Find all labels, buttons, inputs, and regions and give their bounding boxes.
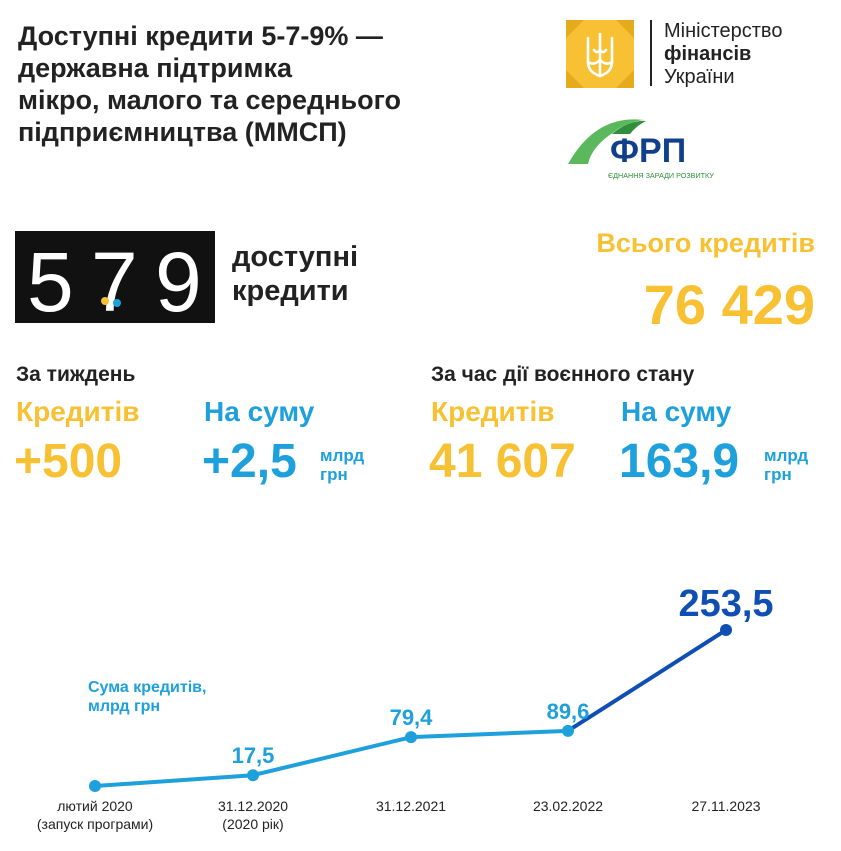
badge-dot-yellow bbox=[101, 297, 109, 305]
weekly-sum-unit: млрд грн bbox=[320, 446, 364, 484]
chart-point bbox=[405, 731, 417, 744]
wartime-sum-unit: млрд грн bbox=[764, 446, 808, 484]
chart-ylabel-line-2: млрд грн bbox=[88, 698, 160, 715]
badge-digit-5: 5 bbox=[27, 235, 74, 323]
wartime-unit-line-2: грн bbox=[764, 465, 792, 484]
trident-emblem-icon bbox=[566, 20, 634, 88]
badge-label-line-2: кредити bbox=[232, 275, 349, 307]
weekly-heading: За тиждень bbox=[16, 363, 136, 386]
chart-point bbox=[562, 724, 574, 737]
ministry-of-finance-logo-text: Міністерство фінансів України bbox=[664, 20, 782, 89]
chart-line-segment bbox=[566, 628, 728, 733]
wartime-sum-label: На суму bbox=[621, 396, 732, 427]
wartime-sum-value: 163,9 bbox=[619, 435, 740, 488]
chart-x-tick-label: (2020 рік) bbox=[222, 816, 283, 832]
frp-tagline: ЄДНАННЯ ЗАРАДИ РОЗВИТКУ bbox=[608, 171, 714, 180]
chart-point bbox=[247, 769, 259, 782]
title-line-3: мікро, малого та середнього bbox=[18, 85, 401, 115]
chart-ylabel-line-1: Сума кредитів, bbox=[88, 679, 206, 696]
579-digits: 5 7 9 bbox=[27, 235, 202, 329]
weekly-unit-line-2: грн bbox=[320, 465, 348, 484]
chart-value-label: 79,4 bbox=[390, 705, 434, 730]
badge-digit-9: 9 bbox=[155, 235, 202, 323]
chart-x-tick-label: 23.02.2022 bbox=[533, 798, 603, 814]
frp-name: ФРП bbox=[610, 132, 686, 170]
total-credits-label: Всього кредитів bbox=[596, 228, 815, 258]
chart-point bbox=[720, 624, 732, 636]
weekly-credits-label: Кредитів bbox=[16, 396, 140, 427]
chart-x-tick-label: 27.11.2023 bbox=[691, 798, 760, 814]
ministry-line-3: України bbox=[664, 66, 735, 88]
ministry-line-1: Міністерство bbox=[664, 20, 783, 42]
chart-x-tick-label: (запуск програми) bbox=[37, 816, 153, 832]
chart-value-label: 253,5 bbox=[678, 583, 773, 625]
weekly-sum-value: +2,5 bbox=[202, 435, 297, 488]
title-line-2: державна підтримка bbox=[18, 53, 292, 83]
weekly-unit-line-1: млрд bbox=[320, 446, 365, 465]
title-line-4: підприємництва (ММСП) bbox=[18, 117, 347, 147]
chart-value-label: 17,5 bbox=[232, 743, 275, 768]
wartime-credits-label: Кредитів bbox=[431, 396, 555, 427]
credits-sum-chart: Сума кредитів, млрд грн 17,5 79,4 89,6 253,… bbox=[37, 583, 774, 832]
chart-x-tick-label: лютий 2020 bbox=[57, 798, 133, 814]
chart-x-tick-label: 31.12.2020 bbox=[218, 798, 288, 814]
badge-dot-blue bbox=[113, 299, 121, 307]
page-title: Доступні кредити 5-7-9% — державна підтр… bbox=[18, 20, 538, 148]
579-badge: 5 7 9 bbox=[15, 231, 215, 329]
badge-digit-7: 7 bbox=[91, 235, 138, 323]
wartime-unit-line-1: млрд bbox=[764, 446, 809, 465]
weekly-sum-label: На суму bbox=[204, 396, 315, 427]
title-line-1: Доступні кредити 5-7-9% — bbox=[18, 21, 383, 51]
weekly-credits-value: +500 bbox=[14, 435, 123, 488]
badge-label: доступні кредити bbox=[232, 240, 358, 308]
wartime-heading: За час дії воєнного стану bbox=[431, 363, 695, 386]
logo-divider bbox=[650, 20, 652, 86]
chart-value-label: 89,6 bbox=[547, 699, 590, 724]
chart-point bbox=[89, 780, 101, 792]
total-credits-value: 76 429 bbox=[643, 273, 815, 336]
chart-x-tick-label: 31.12.2021 bbox=[376, 798, 446, 814]
badge-label-line-1: доступні bbox=[232, 241, 359, 273]
frp-logo: ФРП ЄДНАННЯ ЗАРАДИ РОЗВИТКУ bbox=[568, 119, 714, 180]
chart-line-segment bbox=[93, 773, 255, 788]
chart-line-segment bbox=[409, 728, 570, 740]
wartime-credits-value: 41 607 bbox=[429, 435, 576, 488]
chart-line-segment bbox=[251, 735, 413, 778]
ministry-line-2: фінансів bbox=[664, 43, 752, 65]
